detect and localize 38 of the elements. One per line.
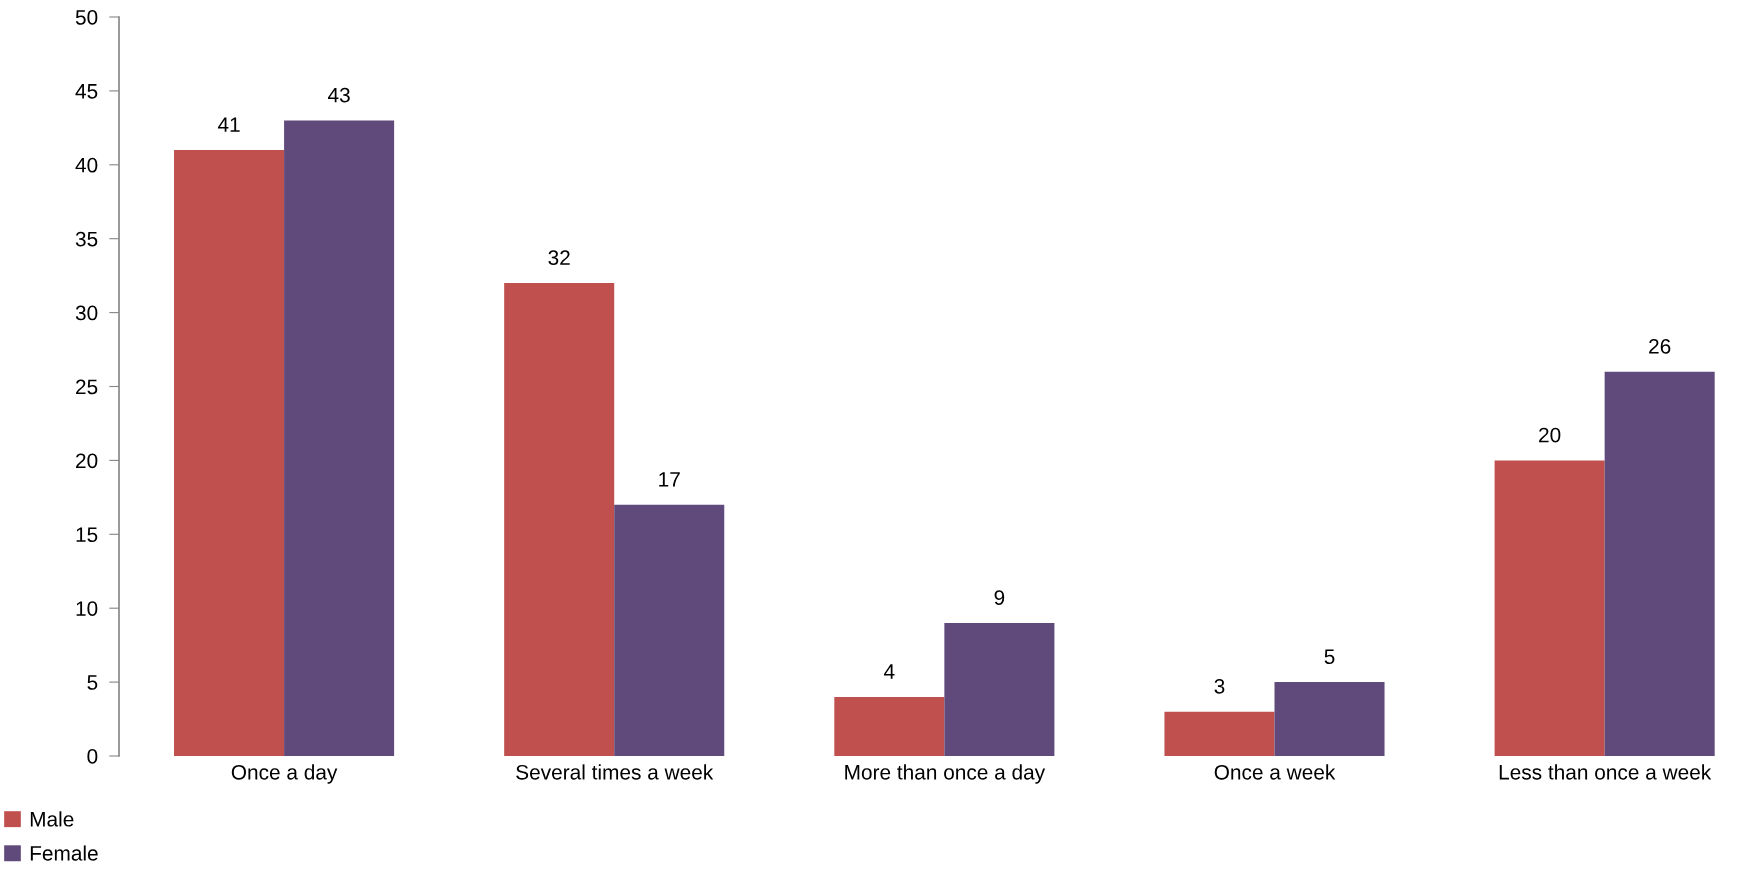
y-tick-label: 15 [76, 527, 98, 543]
x-tick-label: More than once a day [845, 764, 1046, 784]
data-label: 41 [217, 117, 240, 132]
data-label: 20 [1539, 427, 1561, 443]
data-label: 4 [884, 664, 895, 679]
bar [1494, 460, 1605, 756]
bar [1604, 371, 1715, 756]
y-tick-label: 50 [75, 10, 98, 25]
bar [504, 283, 615, 756]
legend-label: Male [30, 811, 74, 827]
y-tick-label: 30 [75, 305, 98, 321]
x-tick-label: Several times a week [516, 764, 714, 780]
bar [1274, 682, 1385, 756]
bar [174, 150, 285, 756]
y-tick-label: 20 [76, 453, 98, 469]
x-tick-label: Less than once a week [1499, 764, 1712, 780]
data-label: 43 [327, 87, 350, 103]
bar [284, 120, 395, 756]
data-label: 17 [659, 472, 680, 487]
data-label: 26 [1649, 338, 1671, 354]
y-tick-label: 45 [75, 84, 98, 99]
data-label: 5 [1324, 649, 1335, 665]
bar [1164, 711, 1275, 756]
y-tick-label: 10 [76, 601, 98, 616]
y-tick-label: 25 [76, 379, 98, 395]
x-tick-label: Once a week [1214, 764, 1336, 780]
y-tick-label: 0 [87, 749, 98, 764]
y-tick-label: 5 [87, 675, 98, 690]
legend-label: Female [30, 845, 98, 861]
y-tick-label: 35 [75, 231, 98, 247]
data-label: 32 [548, 250, 570, 266]
y-tick-label: 40 [75, 157, 98, 173]
bar [834, 696, 945, 756]
bar [614, 504, 725, 756]
data-label: 9 [994, 590, 1005, 605]
data-label: 3 [1214, 678, 1225, 694]
bar [944, 622, 1055, 756]
x-tick-label: Once a day [231, 764, 338, 784]
